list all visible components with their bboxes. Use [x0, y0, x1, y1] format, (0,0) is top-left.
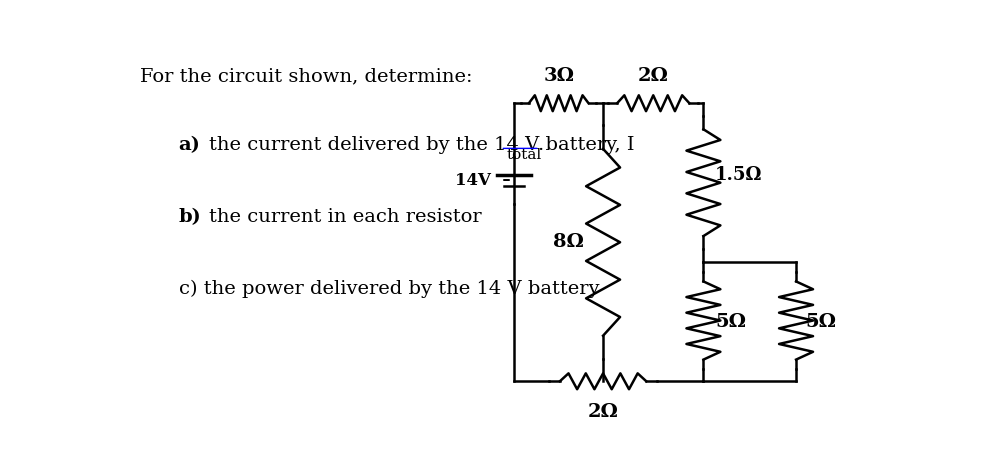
Text: b): b): [178, 208, 201, 226]
Text: total: total: [507, 148, 542, 162]
Text: .: .: [537, 136, 543, 154]
Text: 2Ω: 2Ω: [588, 403, 619, 421]
Text: 1.5Ω: 1.5Ω: [715, 166, 762, 184]
Text: For the circuit shown, determine:: For the circuit shown, determine:: [139, 67, 472, 85]
Text: 14V  –: 14V –: [455, 173, 510, 189]
Text: a): a): [178, 136, 200, 154]
Text: c) the power delivered by the 14 V battery: c) the power delivered by the 14 V batte…: [178, 280, 599, 298]
Text: 2Ω: 2Ω: [637, 67, 668, 85]
Text: 5Ω: 5Ω: [806, 313, 837, 331]
Text: the current delivered by the 14 V battery, I: the current delivered by the 14 V batter…: [209, 136, 634, 154]
Text: 5Ω: 5Ω: [715, 313, 746, 331]
Text: 3Ω: 3Ω: [543, 67, 574, 85]
Text: the current in each resistor: the current in each resistor: [209, 208, 482, 226]
Text: 8Ω: 8Ω: [553, 233, 584, 251]
